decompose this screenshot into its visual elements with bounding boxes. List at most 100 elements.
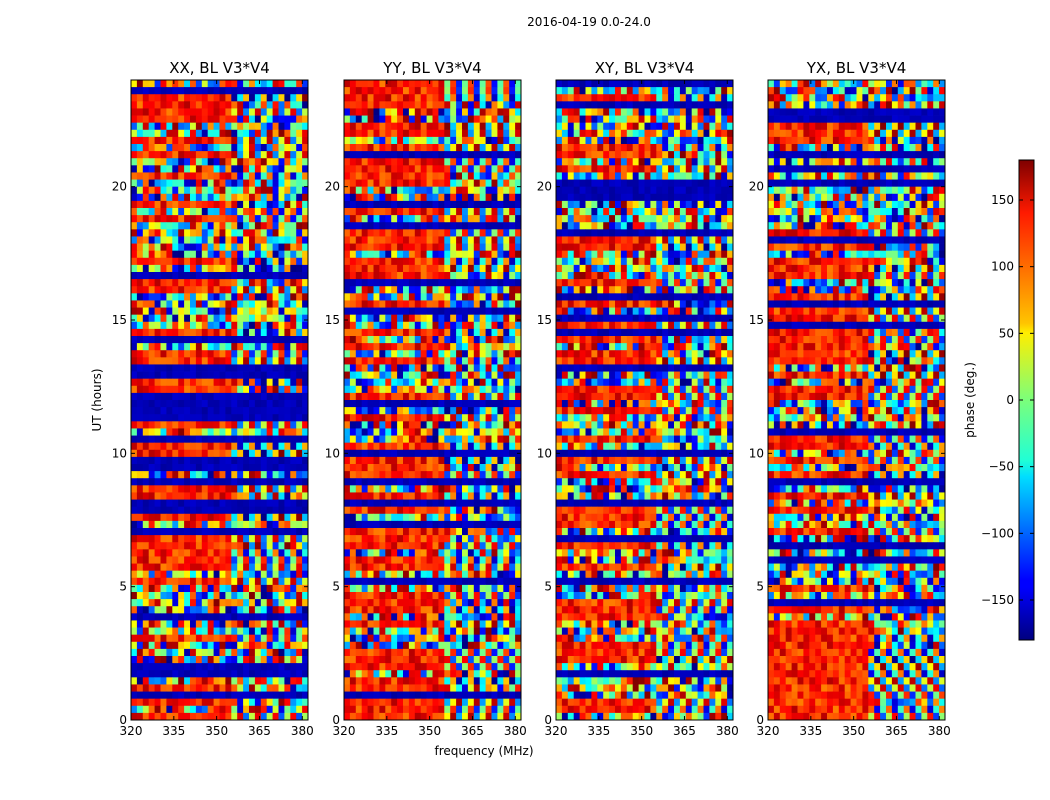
heatmap-cell xyxy=(131,549,138,557)
heatmap-cell xyxy=(296,144,303,152)
heatmap-cell xyxy=(509,421,516,429)
heatmap-cell xyxy=(467,442,475,451)
heatmap-cell xyxy=(213,520,220,529)
heatmap-cell xyxy=(290,94,297,102)
heatmap-cell xyxy=(278,385,285,394)
heatmap-cell xyxy=(243,449,250,458)
heatmap-cell xyxy=(462,563,469,572)
heatmap-cell xyxy=(154,357,161,365)
heatmap-cell xyxy=(142,172,150,180)
heatmap-cell xyxy=(213,627,220,636)
heatmap-cell xyxy=(515,428,522,436)
heatmap-cell xyxy=(302,272,309,280)
heatmap-cell xyxy=(503,584,510,593)
heatmap-cell xyxy=(201,627,209,636)
heatmap-cell xyxy=(426,456,433,465)
heatmap-cell xyxy=(473,378,481,387)
y-axis-label: UT (hours) xyxy=(90,368,104,431)
heatmap-cell xyxy=(213,506,220,515)
heatmap-cell xyxy=(231,272,238,280)
heatmap-cell xyxy=(190,364,197,372)
heatmap-cell xyxy=(272,691,279,700)
heatmap-cell xyxy=(184,641,191,650)
heatmap-cell xyxy=(142,634,150,643)
heatmap-cell xyxy=(485,321,492,330)
heatmap-cell xyxy=(190,492,197,500)
heatmap-cell xyxy=(349,87,357,95)
heatmap-cell xyxy=(272,321,279,330)
heatmap-cell xyxy=(491,556,498,564)
heatmap-cell xyxy=(178,236,185,244)
heatmap-cell xyxy=(249,300,256,308)
heatmap-cell xyxy=(190,656,197,664)
heatmap-cell xyxy=(266,656,273,664)
heatmap-cell xyxy=(355,606,363,614)
heatmap-cell xyxy=(195,449,203,458)
heatmap-cell xyxy=(237,385,244,394)
heatmap-cell xyxy=(249,542,256,550)
heatmap-cell xyxy=(213,641,220,650)
heatmap-cell xyxy=(296,648,303,657)
heatmap-cell xyxy=(243,151,250,159)
heatmap-cell xyxy=(195,698,203,707)
heatmap-cell xyxy=(473,528,481,536)
heatmap-cell xyxy=(385,158,392,166)
heatmap-cell xyxy=(290,108,297,116)
heatmap-cell xyxy=(503,208,510,216)
heatmap-cell xyxy=(231,328,238,337)
heatmap-cell xyxy=(284,94,291,102)
heatmap-cell xyxy=(302,528,309,536)
heatmap-cell xyxy=(420,80,427,88)
heatmap-cell xyxy=(243,186,250,195)
heatmap-cell xyxy=(148,663,155,671)
heatmap-cell xyxy=(296,712,303,721)
heatmap-cell xyxy=(266,250,273,259)
heatmap-cell xyxy=(432,200,439,209)
heatmap-cell xyxy=(166,663,173,671)
heatmap-cell xyxy=(467,151,475,159)
heatmap-cell xyxy=(278,364,285,372)
heatmap-cell xyxy=(272,542,279,550)
heatmap-cell xyxy=(397,485,404,493)
heatmap-cell xyxy=(479,577,486,586)
heatmap-cell xyxy=(302,293,309,301)
heatmap-cell xyxy=(467,606,475,614)
heatmap-cell xyxy=(278,513,285,522)
heatmap-cell xyxy=(349,343,357,351)
heatmap-cell xyxy=(136,570,144,579)
heatmap-cell xyxy=(420,449,427,458)
heatmap-cell xyxy=(201,108,209,116)
heatmap-cell xyxy=(509,584,516,593)
heatmap-cell xyxy=(260,542,268,550)
heatmap-cell xyxy=(509,186,516,195)
heatmap-cell xyxy=(426,378,433,387)
heatmap-cell xyxy=(249,364,256,372)
heatmap-cell xyxy=(385,549,392,557)
heatmap-cell xyxy=(136,627,144,636)
heatmap-cell xyxy=(450,400,457,408)
heatmap-cell xyxy=(515,456,522,465)
heatmap-cell xyxy=(160,471,167,479)
heatmap-cell xyxy=(432,80,439,88)
heatmap-cell xyxy=(373,87,380,95)
heatmap-cell xyxy=(136,243,144,252)
heatmap-cell xyxy=(201,314,209,323)
heatmap-cell xyxy=(367,556,374,564)
heatmap-cell xyxy=(160,357,167,365)
heatmap-cell xyxy=(302,577,309,586)
heatmap-cell xyxy=(355,101,363,109)
heatmap-cell xyxy=(219,236,226,244)
heatmap-cell xyxy=(467,392,475,401)
heatmap-cell xyxy=(302,122,309,131)
heatmap-cell xyxy=(225,698,232,707)
heatmap-cell xyxy=(249,243,256,252)
heatmap-cell xyxy=(296,158,303,166)
heatmap-cell xyxy=(420,584,427,593)
heatmap-cell xyxy=(497,272,504,280)
heatmap-cell xyxy=(444,449,451,458)
heatmap-cell xyxy=(473,158,481,166)
heatmap-cell xyxy=(184,336,191,344)
heatmap-cell xyxy=(266,449,273,458)
heatmap-cell xyxy=(190,428,197,436)
heatmap-cell xyxy=(361,264,368,273)
